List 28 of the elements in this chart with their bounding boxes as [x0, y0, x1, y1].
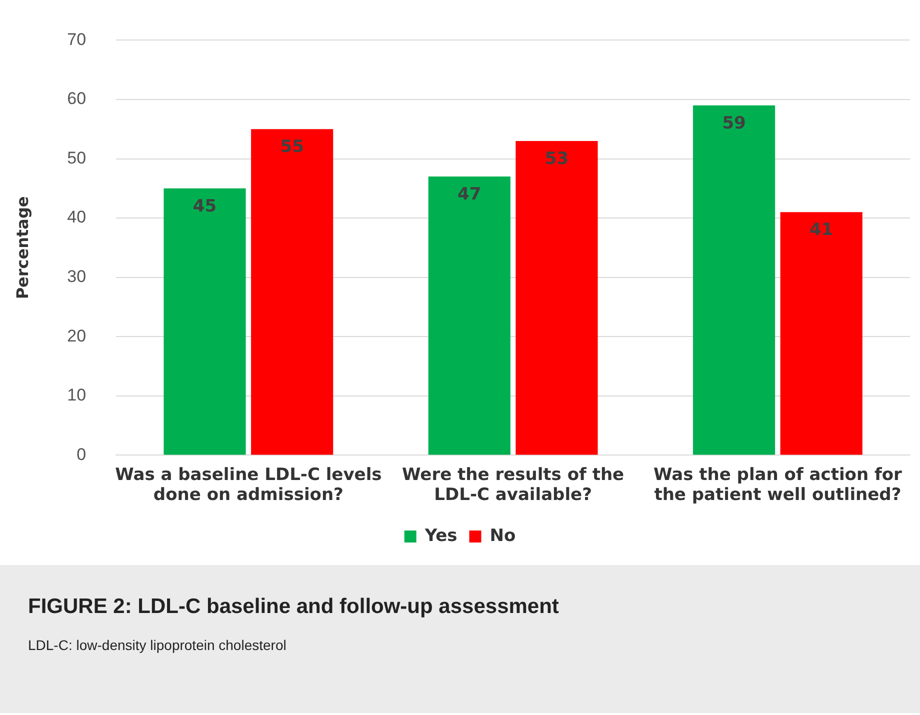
y-tick-label: 20 [67, 326, 86, 346]
data-label: 53 [544, 148, 569, 169]
y-tick-label: 40 [67, 208, 86, 227]
data-label: 55 [280, 137, 304, 158]
bar [164, 188, 246, 455]
x-tick-label: Was a baseline LDL-C levels done on admission? [115, 464, 382, 506]
y-tick-label: 10 [67, 386, 86, 405]
y-tick-label: 70 [67, 30, 86, 49]
x-tick-label: Were the results of the LDL-C available? [402, 464, 624, 506]
data-label: 41 [810, 220, 834, 240]
bar [516, 140, 598, 455]
bar [780, 212, 862, 455]
text: FIGURE 2: LDL-C baseline and follow-up assessment [28, 595, 560, 619]
text: LDL-C: low-density lipoprotein cholesterol [28, 637, 288, 653]
y-tick-label: 60 [67, 89, 86, 108]
bar [428, 176, 510, 455]
y-tick-label: 30 [67, 267, 86, 286]
bar [251, 129, 334, 455]
x-tick-label: Was the plan of action for the patient well outlined? [653, 464, 903, 506]
bar [692, 105, 776, 455]
data-label: 59 [722, 113, 746, 134]
data-label: 47 [458, 184, 482, 204]
y-tick-label: 50 [67, 148, 86, 168]
y-axis-title: Percentage [12, 196, 32, 300]
legend-label: No [490, 526, 516, 546]
legend-label: Yes [424, 526, 458, 546]
data-label: 45 [192, 196, 217, 216]
y-tick-label: 0 [76, 444, 86, 464]
